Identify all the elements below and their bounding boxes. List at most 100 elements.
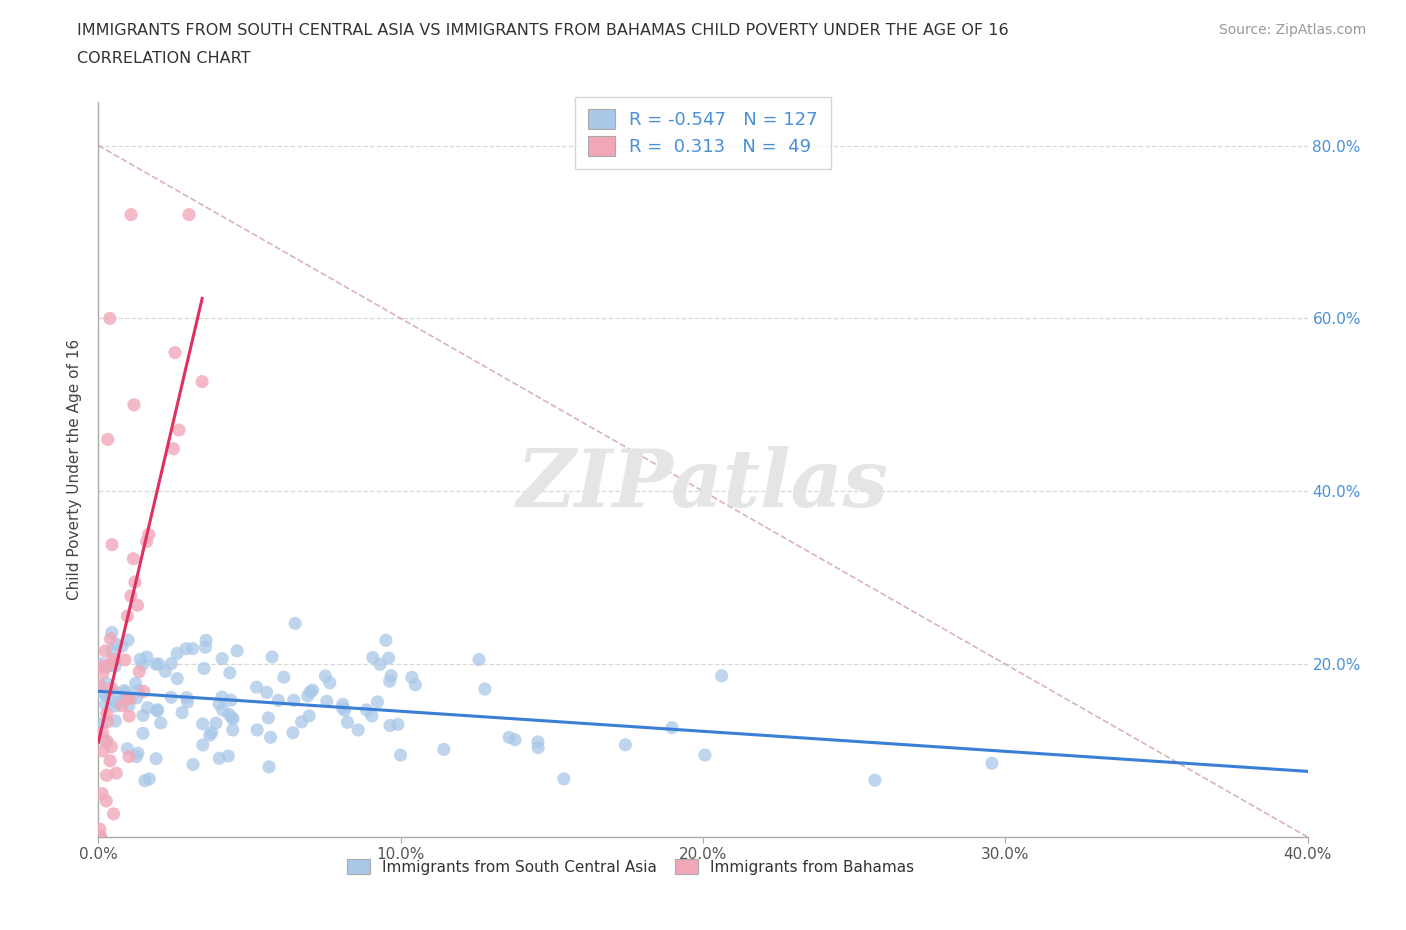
Point	[111, 639, 134, 654]
Point	[91, 786, 114, 801]
Point	[222, 711, 245, 726]
Point	[361, 650, 384, 665]
Point	[217, 749, 239, 764]
Point	[118, 709, 141, 724]
Point	[319, 675, 342, 690]
Point	[176, 690, 198, 705]
Point	[103, 806, 125, 821]
Point	[332, 697, 354, 711]
Point	[117, 632, 139, 647]
Point	[120, 207, 142, 222]
Point	[167, 422, 190, 437]
Point	[284, 616, 307, 631]
Point	[125, 690, 148, 705]
Text: ZIPatlas: ZIPatlas	[517, 445, 889, 523]
Point	[93, 732, 115, 747]
Point	[124, 676, 146, 691]
Point	[226, 644, 249, 658]
Point	[125, 750, 148, 764]
Point	[219, 693, 242, 708]
Point	[191, 374, 214, 389]
Point	[131, 658, 153, 672]
Point	[401, 670, 423, 684]
Point	[100, 654, 122, 669]
Point	[246, 723, 269, 737]
Text: IMMIGRANTS FROM SOUTH CENTRAL ASIA VS IMMIGRANTS FROM BAHAMAS CHILD POVERTY UNDE: IMMIGRANTS FROM SOUTH CENTRAL ASIA VS IM…	[77, 23, 1010, 38]
Point	[98, 753, 121, 768]
Point	[96, 734, 118, 749]
Point	[96, 706, 118, 721]
Point	[89, 678, 111, 693]
Point	[378, 673, 401, 688]
Point	[100, 631, 122, 646]
Point	[101, 644, 124, 658]
Point	[195, 633, 218, 648]
Point	[91, 743, 114, 758]
Point	[117, 608, 139, 623]
Point	[145, 751, 167, 766]
Point	[148, 657, 170, 671]
Point	[90, 716, 112, 731]
Point	[97, 432, 120, 446]
Point	[332, 700, 354, 715]
Point	[132, 708, 155, 723]
Point	[96, 659, 118, 674]
Point	[118, 691, 141, 706]
Point	[96, 768, 118, 783]
Point	[360, 709, 382, 724]
Point	[145, 657, 167, 671]
Point	[127, 598, 149, 613]
Point	[208, 697, 231, 711]
Point	[104, 659, 127, 674]
Point	[301, 683, 323, 698]
Point	[105, 765, 128, 780]
Point	[503, 732, 526, 747]
Point	[267, 693, 290, 708]
Point	[105, 695, 128, 710]
Point	[211, 689, 233, 704]
Point	[122, 551, 145, 566]
Point	[257, 711, 280, 725]
Point	[166, 671, 188, 686]
Point	[863, 773, 886, 788]
Point	[298, 709, 321, 724]
Point	[90, 657, 112, 671]
Point	[273, 670, 295, 684]
Point	[201, 725, 224, 740]
Point	[118, 750, 141, 764]
Point	[94, 697, 117, 711]
Point	[129, 652, 152, 667]
Point	[474, 682, 496, 697]
Point	[105, 637, 128, 652]
Point	[90, 685, 112, 700]
Point	[211, 702, 233, 717]
Point	[146, 703, 169, 718]
Point	[246, 680, 269, 695]
Point	[191, 737, 214, 752]
Point	[710, 669, 733, 684]
Point	[333, 703, 356, 718]
Point	[104, 713, 127, 728]
Point	[205, 715, 228, 730]
Point	[290, 714, 312, 729]
Point	[98, 311, 121, 325]
Point	[387, 717, 409, 732]
Point	[149, 715, 172, 730]
Point	[91, 659, 114, 674]
Point	[194, 640, 217, 655]
Point	[101, 538, 124, 552]
Point	[117, 741, 139, 756]
Point	[256, 684, 278, 699]
Point	[120, 589, 142, 604]
Point	[134, 773, 156, 788]
Point	[104, 698, 127, 713]
Point	[211, 651, 233, 666]
Text: Source: ZipAtlas.com: Source: ZipAtlas.com	[1219, 23, 1367, 37]
Point	[299, 684, 322, 699]
Point	[115, 691, 138, 706]
Point	[124, 575, 146, 590]
Point	[377, 651, 399, 666]
Y-axis label: Child Poverty Under the Age of 16: Child Poverty Under the Age of 16	[67, 339, 83, 600]
Point	[114, 653, 136, 668]
Point	[132, 726, 155, 741]
